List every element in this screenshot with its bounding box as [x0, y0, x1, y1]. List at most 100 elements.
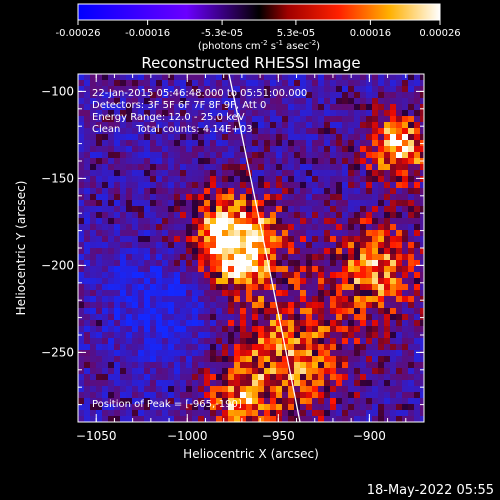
heatmap-cell: [354, 224, 361, 231]
heatmap-cell: [318, 398, 325, 405]
heatmap-cell: [264, 170, 271, 177]
heatmap-cell: [264, 272, 271, 279]
heatmap-cell: [192, 344, 199, 351]
heatmap-cell: [318, 356, 325, 363]
heatmap-cell: [300, 290, 307, 297]
heatmap-cell: [222, 248, 229, 255]
heatmap-cell: [162, 302, 169, 309]
heatmap-cell: [390, 146, 397, 153]
heatmap-cell: [120, 416, 127, 422]
heatmap-cell: [342, 296, 349, 303]
heatmap-cell: [174, 404, 181, 411]
heatmap-cell: [414, 206, 421, 213]
heatmap-cell: [324, 374, 331, 381]
heatmap-cell: [282, 278, 289, 285]
heatmap-cell: [288, 92, 295, 99]
heatmap-cell: [90, 158, 97, 165]
heatmap-cell: [156, 110, 163, 117]
heatmap-cell: [120, 218, 127, 225]
heatmap-cell: [360, 230, 367, 237]
heatmap-cell: [282, 284, 289, 291]
heatmap-cell: [108, 86, 115, 93]
heatmap-cell: [174, 134, 181, 141]
heatmap-cell: [222, 74, 229, 81]
heatmap-cell: [330, 344, 337, 351]
heatmap-cell: [312, 362, 319, 369]
heatmap-cell: [336, 278, 343, 285]
heatmap-cell: [252, 110, 259, 117]
heatmap-cell: [384, 230, 391, 237]
heatmap-cell: [330, 398, 337, 405]
heatmap-cell: [312, 416, 319, 422]
heatmap-cell: [168, 296, 175, 303]
heatmap-cell: [90, 236, 97, 243]
heatmap-cell: [186, 164, 193, 171]
heatmap-cell: [174, 116, 181, 123]
heatmap-cell: [84, 80, 91, 87]
footer-timestamp: 18-May-2022 05:55: [367, 483, 494, 498]
heatmap-cell: [246, 206, 253, 213]
heatmap-cell: [270, 416, 277, 422]
heatmap-cell: [108, 320, 115, 327]
heatmap-cell: [348, 284, 355, 291]
heatmap-cell: [186, 182, 193, 189]
heatmap-cell: [420, 116, 424, 123]
heatmap-cell: [162, 188, 169, 195]
heatmap-cell: [414, 80, 421, 87]
heatmap-cell: [330, 212, 337, 219]
heatmap-cell: [318, 320, 325, 327]
heatmap-cell: [192, 200, 199, 207]
heatmap-cell: [282, 380, 289, 387]
heatmap-cell: [396, 182, 403, 189]
heatmap-cell: [330, 152, 337, 159]
heatmap-cell: [114, 128, 121, 135]
heatmap-cell: [108, 218, 115, 225]
heatmap-cell: [384, 344, 391, 351]
heatmap-cell: [360, 224, 367, 231]
heatmap-cell: [306, 356, 313, 363]
heatmap-cell: [90, 356, 97, 363]
heatmap-cell: [240, 320, 247, 327]
heatmap-cell: [198, 128, 205, 135]
heatmap-cell: [414, 416, 421, 422]
heatmap-cell: [240, 374, 247, 381]
heatmap-cell: [312, 92, 319, 99]
heatmap-cell: [336, 86, 343, 93]
heatmap-cell: [114, 362, 121, 369]
heatmap-cell: [180, 398, 187, 405]
heatmap-cell: [156, 224, 163, 231]
heatmap-cell: [330, 158, 337, 165]
heatmap-cell: [234, 320, 241, 327]
heatmap-cell: [204, 224, 211, 231]
heatmap-cell: [300, 248, 307, 255]
heatmap-cell: [264, 314, 271, 321]
heatmap-cell: [192, 350, 199, 357]
heatmap-cell: [396, 248, 403, 255]
heatmap-cell: [318, 104, 325, 111]
heatmap-cell: [234, 188, 241, 195]
heatmap-cell: [96, 164, 103, 171]
heatmap-cell: [294, 398, 301, 405]
heatmap-cell: [378, 170, 385, 177]
heatmap-cell: [408, 104, 415, 111]
heatmap-cell: [372, 188, 379, 195]
heatmap-cell: [288, 86, 295, 93]
heatmap-cell: [390, 296, 397, 303]
heatmap-cell: [336, 260, 343, 267]
heatmap-cell: [342, 170, 349, 177]
heatmap-cell: [264, 224, 271, 231]
heatmap-cell: [264, 116, 271, 123]
heatmap-cell: [252, 314, 259, 321]
heatmap-cell: [372, 182, 379, 189]
heatmap-cell: [246, 278, 253, 285]
heatmap-cell: [414, 338, 421, 345]
heatmap-cell: [120, 206, 127, 213]
heatmap-cell: [216, 308, 223, 315]
heatmap-cell: [102, 314, 109, 321]
heatmap-cell: [144, 416, 151, 422]
heatmap-cell: [102, 254, 109, 261]
heatmap-cell: [378, 182, 385, 189]
heatmap-cell: [408, 374, 415, 381]
heatmap-cell: [168, 74, 175, 81]
heatmap-cell: [402, 260, 409, 267]
